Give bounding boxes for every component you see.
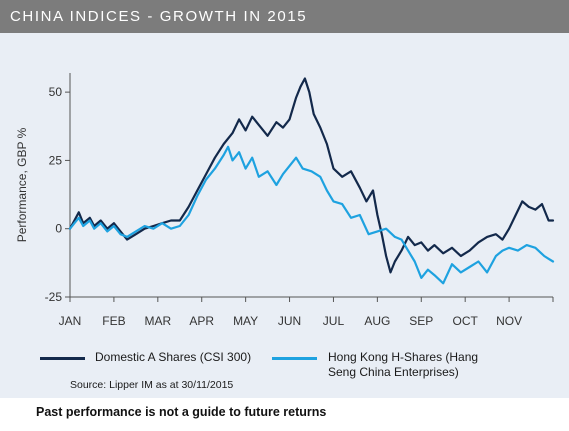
y-tick-label: 25: [49, 153, 63, 167]
x-tick-label: OCT: [453, 314, 479, 328]
y-tick-label: 0: [55, 222, 62, 236]
x-tick-label: FEB: [102, 314, 125, 328]
disclaimer: Past performance is not a guide to futur…: [36, 405, 327, 419]
x-tick-label: AUG: [364, 314, 390, 328]
x-tick-label: MAY: [233, 314, 258, 328]
x-tick-label: JUN: [278, 314, 301, 328]
chart-title: CHINA INDICES - GROWTH IN 2015: [10, 8, 308, 25]
chart-panel: [0, 33, 569, 398]
x-tick-label: MAR: [144, 314, 171, 328]
y-tick-label: -25: [45, 290, 63, 304]
y-axis-label: Performance, GBP %: [15, 127, 29, 242]
legend-swatch-domestic: [40, 357, 85, 360]
chart-header: CHINA INDICES - GROWTH IN 2015: [0, 0, 569, 33]
x-tick-label: APR: [189, 314, 214, 328]
legend-swatch-hongkong: [272, 357, 317, 360]
line-chart: -25 0 25 50 Performance, GBP % JAN FEB MAR APR MA…: [15, 73, 555, 328]
x-tick-label: JUL: [323, 314, 345, 328]
y-tick-label: 50: [49, 85, 63, 99]
legend-label-hongkong-line1: Hong Kong H-Shares (Hang: [328, 350, 479, 364]
x-tick-label: NOV: [496, 314, 522, 328]
x-tick-label: SEP: [409, 314, 433, 328]
legend-label-domestic: Domestic A Shares (CSI 300): [95, 350, 252, 364]
legend-label-hongkong-line2: Seng China Enterprises): [328, 365, 459, 379]
source-note: Source: Lipper IM as at 30/11/2015: [70, 379, 234, 391]
x-tick-label: JAN: [59, 314, 82, 328]
series-line-domestic: [68, 77, 555, 274]
series-line-hongkong: [68, 145, 555, 285]
